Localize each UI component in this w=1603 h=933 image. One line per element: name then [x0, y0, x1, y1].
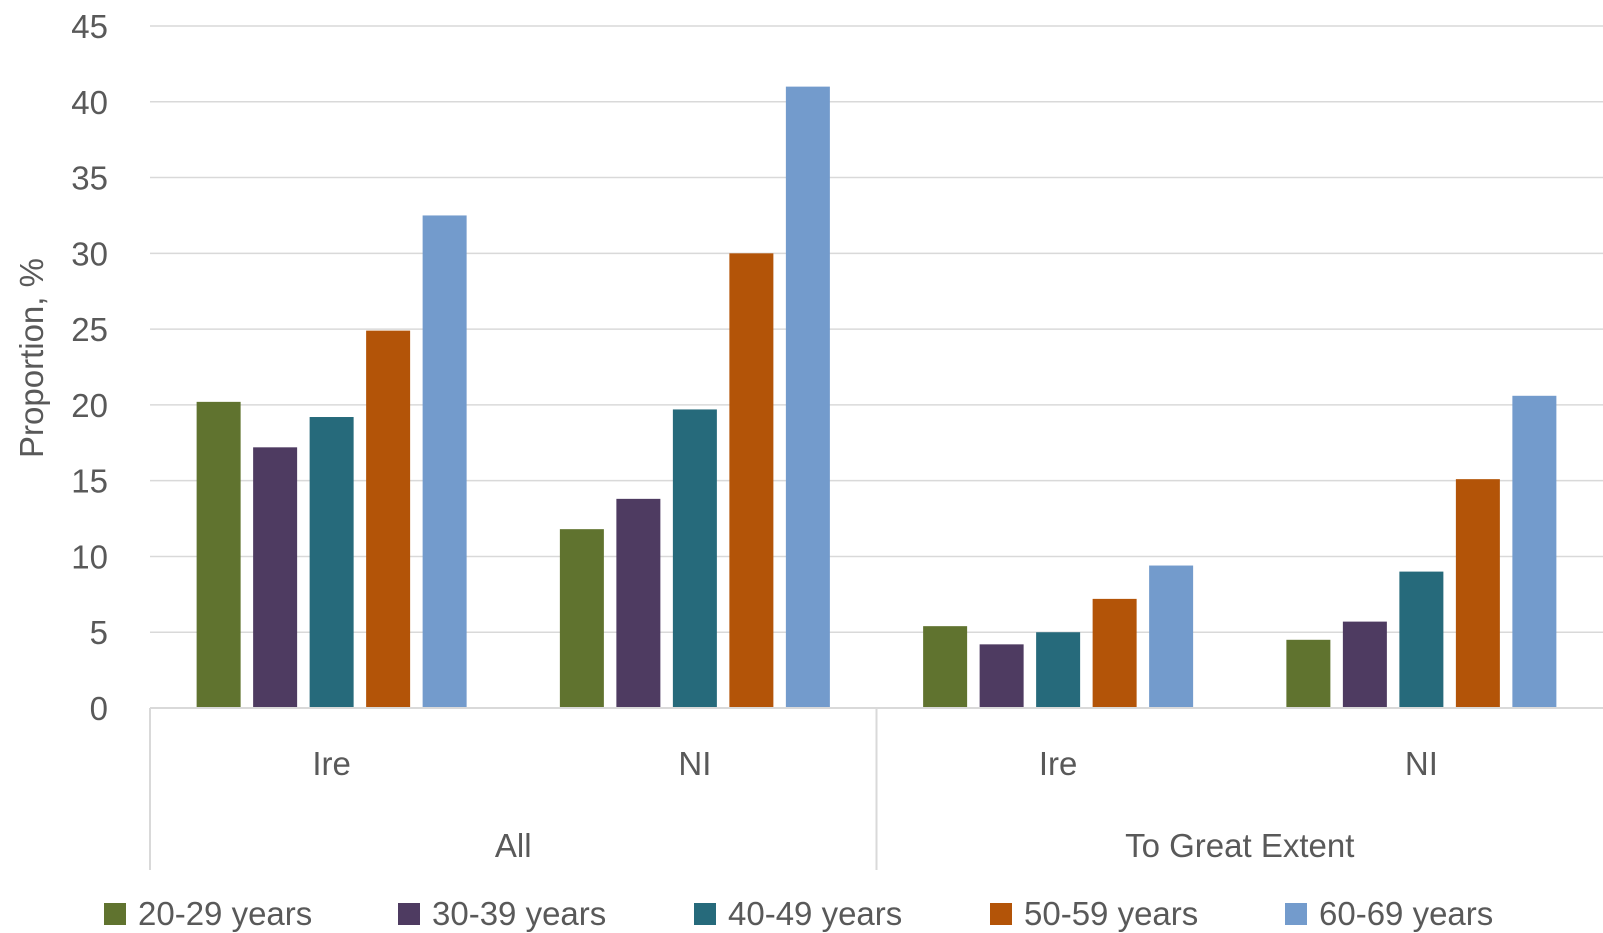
legend-label: 60-69 years [1319, 895, 1493, 932]
bar [729, 253, 774, 709]
x-tick-label: Ire [1039, 745, 1078, 782]
bar [1342, 621, 1387, 708]
bar [1512, 395, 1557, 708]
bar [253, 447, 298, 708]
y-tick-label: 10 [71, 538, 108, 575]
legend-swatch [104, 903, 126, 925]
y-tick-label: 45 [71, 8, 108, 45]
x-tick-label: Ire [312, 745, 351, 782]
bars [196, 86, 1557, 709]
bar [309, 417, 354, 708]
y-tick-label: 30 [71, 235, 108, 272]
y-tick-label: 0 [90, 690, 108, 727]
y-axis-title: Proportion, % [13, 258, 50, 458]
x-axis: Ire NI Ire NI All To Great Extent [149, 707, 1603, 870]
y-tick-label: 35 [71, 160, 108, 197]
bar [1149, 565, 1194, 708]
bar [1399, 571, 1444, 708]
bar [672, 409, 717, 708]
x-tick-label: NI [678, 745, 711, 782]
bar [422, 215, 467, 708]
bar [616, 498, 661, 708]
y-tick-label: 25 [71, 311, 108, 348]
legend-swatch [1285, 903, 1307, 925]
y-tick-label: 5 [90, 614, 108, 651]
bar [923, 626, 968, 708]
legend: 20-29 years 30-39 years 40-49 years 50-59 y… [104, 895, 1493, 932]
bar [196, 401, 241, 708]
bar [1036, 632, 1081, 708]
bar [1286, 639, 1331, 708]
y-tick-label: 20 [71, 387, 108, 424]
legend-swatch [694, 903, 716, 925]
x-group-label: To Great Extent [1125, 827, 1354, 864]
legend-swatch [398, 903, 420, 925]
bar [1092, 598, 1137, 708]
y-tick-label: 15 [71, 463, 108, 500]
x-tick-label: NI [1405, 745, 1438, 782]
y-tick-label: 40 [71, 84, 108, 121]
legend-label: 30-39 years [432, 895, 606, 932]
y-axis-ticks: 0 5 10 15 20 25 30 35 40 45 [71, 8, 108, 727]
bar [1455, 479, 1500, 708]
bar [559, 529, 604, 708]
legend-label: 20-29 years [138, 895, 312, 932]
bar [979, 644, 1024, 708]
legend-swatch [990, 903, 1012, 925]
legend-label: 40-49 years [728, 895, 902, 932]
legend-label: 50-59 years [1024, 895, 1198, 932]
x-group-label: All [495, 827, 532, 864]
bar [366, 330, 411, 708]
bar [785, 86, 830, 709]
